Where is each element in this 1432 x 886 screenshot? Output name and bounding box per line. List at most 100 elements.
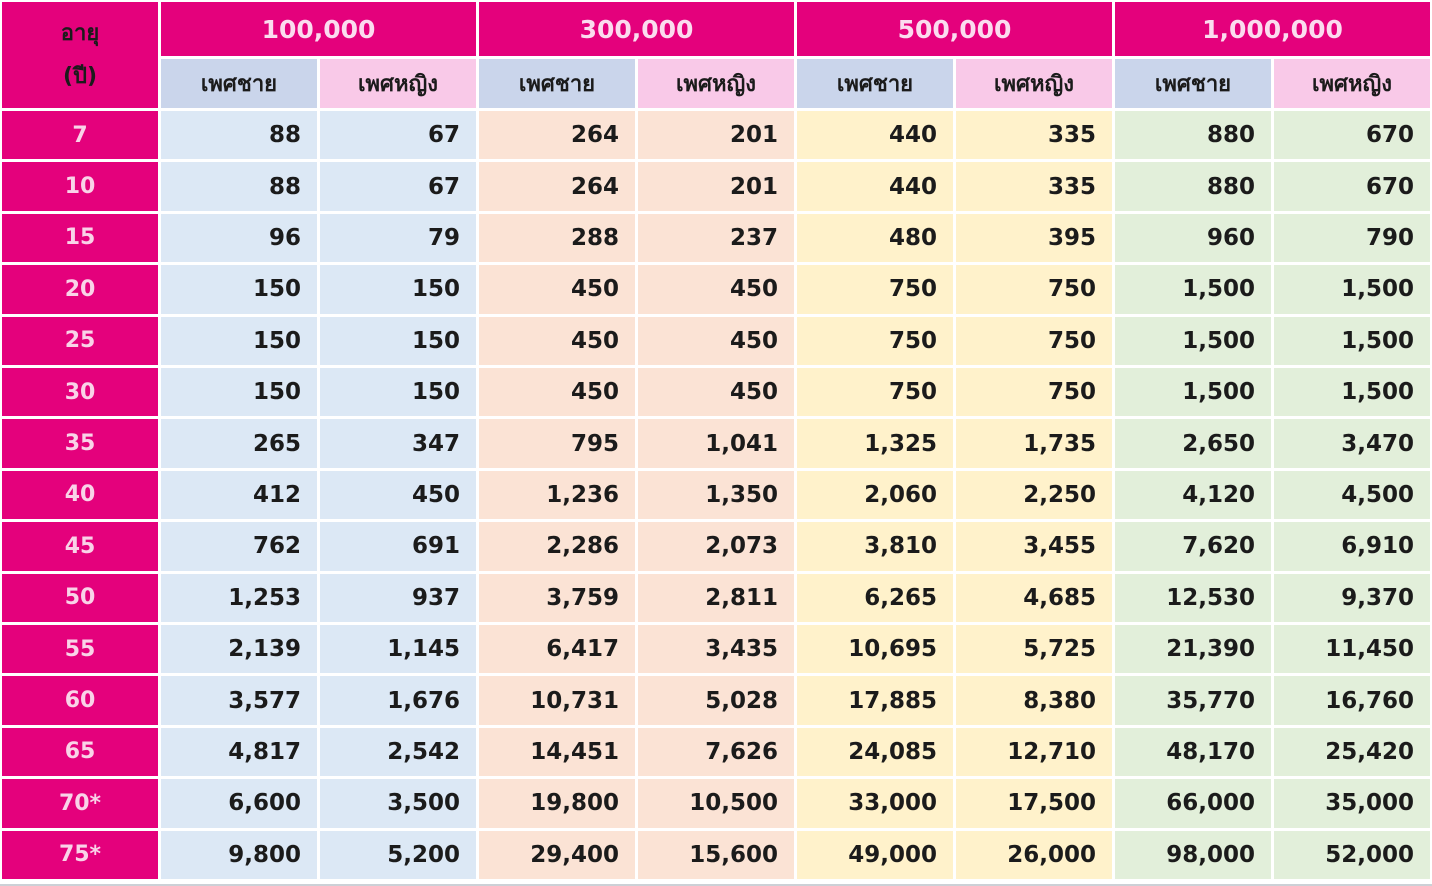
premium-cell: 2,250 — [956, 470, 1112, 520]
premium-cell: 750 — [956, 265, 1112, 314]
premium-cell: 79 — [320, 213, 476, 263]
premium-cell: 264 — [479, 162, 635, 211]
premium-cell: 1,500 — [1274, 368, 1430, 417]
premium-cell: 201 — [638, 111, 794, 160]
premium-cell: 750 — [956, 368, 1112, 417]
age-header-line1: อายุ — [60, 21, 100, 46]
premium-cell: 7,620 — [1115, 522, 1271, 571]
sum-assured-header-500000: 500,000 — [797, 2, 1112, 56]
premium-cell: 440 — [797, 162, 953, 211]
premium-cell: 6,910 — [1274, 522, 1430, 571]
premium-cell: 26,000 — [956, 830, 1112, 879]
age-cell-row-10: 55 — [2, 625, 158, 674]
gender-header-male-300000: เพศชาย — [479, 59, 635, 108]
premium-cell: 1,676 — [320, 676, 476, 725]
premium-cell: 1,253 — [161, 573, 317, 622]
premium-cell: 5,200 — [320, 830, 476, 879]
sum-assured-header-1000000: 1,000,000 — [1115, 2, 1430, 56]
premium-cell: 670 — [1274, 162, 1430, 211]
premium-cell: 750 — [956, 316, 1112, 365]
premium-cell: 2,073 — [638, 522, 794, 571]
premium-cell: 2,811 — [638, 573, 794, 622]
age-header-line2: (ปี) — [62, 64, 98, 89]
age-cell-row-5: 30 — [2, 368, 158, 417]
gender-header-female-500000: เพศหญิง — [956, 59, 1112, 108]
premium-cell: 10,500 — [638, 779, 794, 828]
sum-assured-header-100000: 100,000 — [161, 2, 476, 56]
premium-cell: 2,139 — [161, 625, 317, 674]
premium-cell: 67 — [320, 162, 476, 211]
premium-cell: 150 — [161, 316, 317, 365]
premium-cell: 6,600 — [161, 779, 317, 828]
age-column-header: อายุ (ปี) — [2, 2, 158, 108]
premium-cell: 880 — [1115, 111, 1271, 160]
premium-cell: 9,370 — [1274, 573, 1430, 622]
premium-cell: 49,000 — [797, 830, 953, 879]
premium-cell: 790 — [1274, 213, 1430, 263]
premium-cell: 29,400 — [479, 830, 635, 879]
premium-cell: 3,577 — [161, 676, 317, 725]
premium-cell: 88 — [161, 111, 317, 160]
premium-cell: 14,451 — [479, 727, 635, 777]
premium-cell: 750 — [797, 265, 953, 314]
premium-cell: 150 — [320, 368, 476, 417]
premium-cell: 15,600 — [638, 830, 794, 879]
gender-header-male-100000: เพศชาย — [161, 59, 317, 108]
premium-cell: 450 — [638, 316, 794, 365]
premium-cell: 150 — [320, 265, 476, 314]
age-cell-row-6: 35 — [2, 419, 158, 468]
premium-cell: 88 — [161, 162, 317, 211]
premium-cell: 4,817 — [161, 727, 317, 777]
premium-cell: 450 — [479, 368, 635, 417]
premium-cell: 4,685 — [956, 573, 1112, 622]
premium-cell: 691 — [320, 522, 476, 571]
premium-cell: 17,500 — [956, 779, 1112, 828]
premium-cell: 1,500 — [1274, 316, 1430, 365]
premium-cell: 450 — [638, 265, 794, 314]
premium-cell: 1,325 — [797, 419, 953, 468]
age-cell-row-0: 7 — [2, 111, 158, 160]
premium-cell: 480 — [797, 213, 953, 263]
premium-cell: 937 — [320, 573, 476, 622]
premium-cell: 48,170 — [1115, 727, 1271, 777]
age-cell-row-9: 50 — [2, 573, 158, 622]
premium-cell: 750 — [797, 316, 953, 365]
premium-cell: 7,626 — [638, 727, 794, 777]
premium-cell: 450 — [479, 265, 635, 314]
gender-header-female-1000000: เพศหญิง — [1274, 59, 1430, 108]
premium-cell: 9,800 — [161, 830, 317, 879]
premium-cell: 67 — [320, 111, 476, 160]
premium-cell: 450 — [638, 368, 794, 417]
age-cell-row-8: 45 — [2, 522, 158, 571]
premium-cell: 412 — [161, 470, 317, 520]
age-cell-row-2: 15 — [2, 213, 158, 263]
gender-header-male-500000: เพศชาย — [797, 59, 953, 108]
age-cell-row-1: 10 — [2, 162, 158, 211]
premium-cell: 1,350 — [638, 470, 794, 520]
premium-cell: 16,760 — [1274, 676, 1430, 725]
premium-cell: 4,120 — [1115, 470, 1271, 520]
premium-cell: 1,236 — [479, 470, 635, 520]
premium-cell: 66,000 — [1115, 779, 1271, 828]
premium-cell: 265 — [161, 419, 317, 468]
premium-cell: 2,286 — [479, 522, 635, 571]
premium-cell: 795 — [479, 419, 635, 468]
premium-cell: 98,000 — [1115, 830, 1271, 879]
premium-cell: 17,885 — [797, 676, 953, 725]
age-cell-row-3: 20 — [2, 265, 158, 314]
premium-cell: 1,500 — [1115, 265, 1271, 314]
premium-cell: 5,725 — [956, 625, 1112, 674]
premium-cell: 1,735 — [956, 419, 1112, 468]
premium-cell: 11,450 — [1274, 625, 1430, 674]
premium-cell: 2,650 — [1115, 419, 1271, 468]
premium-cell: 33,000 — [797, 779, 953, 828]
age-cell-row-11: 60 — [2, 676, 158, 725]
premium-cell: 288 — [479, 213, 635, 263]
premium-cell: 1,041 — [638, 419, 794, 468]
premium-cell: 335 — [956, 111, 1112, 160]
premium-cell: 395 — [956, 213, 1112, 263]
gender-header-male-1000000: เพศชาย — [1115, 59, 1271, 108]
premium-cell: 670 — [1274, 111, 1430, 160]
premium-cell: 762 — [161, 522, 317, 571]
premium-cell: 3,435 — [638, 625, 794, 674]
